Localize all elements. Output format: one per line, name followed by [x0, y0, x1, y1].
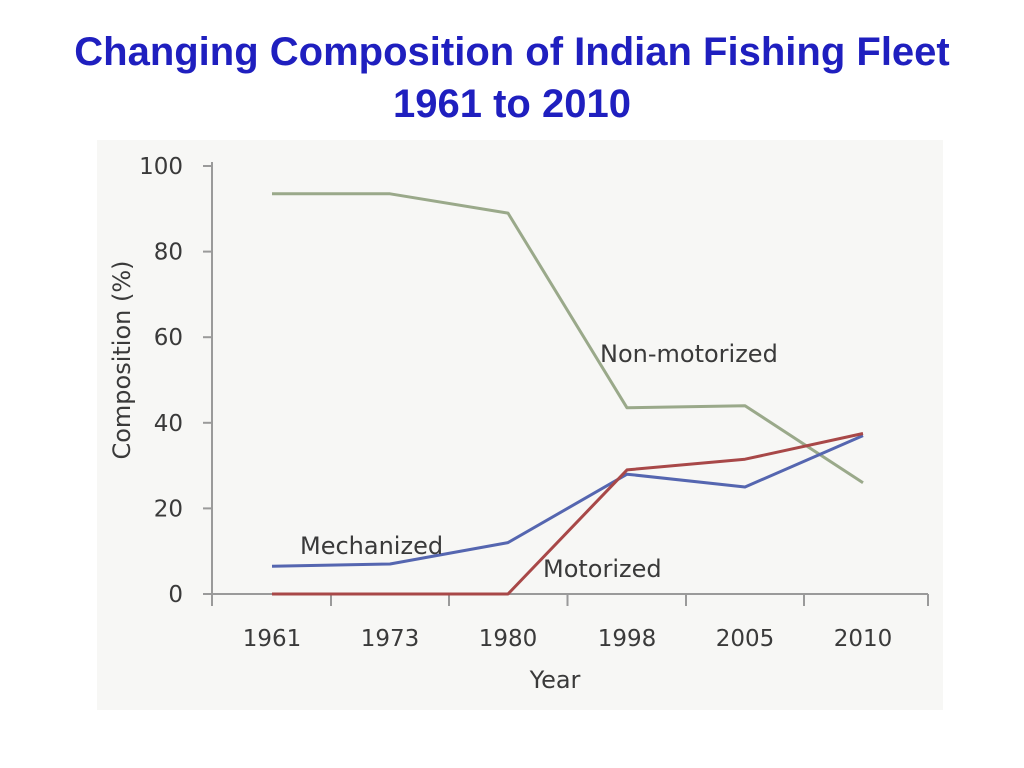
x-tick-label: 1980 [479, 626, 538, 652]
x-tick-label: 1973 [361, 626, 420, 652]
title-line-2: 1961 to 2010 [393, 82, 631, 126]
x-tick-label: 1998 [598, 626, 657, 652]
series-line-non-motorized [272, 192, 864, 484]
title-line-1: Changing Composition of Indian Fishing F… [74, 30, 950, 74]
series-line-mechanized [271, 434, 864, 568]
y-tick-label: 20 [154, 496, 183, 522]
series-labels: Non-motorized Mechanized Motorized [300, 340, 778, 583]
tick-labels: 0 20 40 60 80 100 1961 1973 1980 1998 2005 2010 [139, 154, 892, 652]
y-tick-label: 100 [139, 154, 183, 180]
x-tick-label: 1961 [243, 626, 302, 652]
y-axis-title: Composition (%) [108, 260, 136, 459]
x-axis-title: Year [529, 666, 581, 694]
y-tick-label: 40 [154, 411, 183, 437]
y-tick-label: 60 [154, 325, 183, 351]
series-lines [271, 192, 864, 596]
y-tick-label: 80 [154, 240, 183, 266]
plot-background [97, 140, 943, 710]
x-tick-label: 2010 [834, 626, 893, 652]
y-tick-label: 0 [168, 582, 183, 608]
series-label-motorized: Motorized [543, 555, 662, 583]
series-label-non-motorized: Non-motorized [600, 340, 778, 368]
x-tick-label: 2005 [716, 626, 775, 652]
slide-title: Changing Composition of Indian Fishing F… [0, 26, 1024, 130]
series-label-mechanized: Mechanized [300, 532, 443, 560]
series-line-motorized [272, 432, 864, 596]
